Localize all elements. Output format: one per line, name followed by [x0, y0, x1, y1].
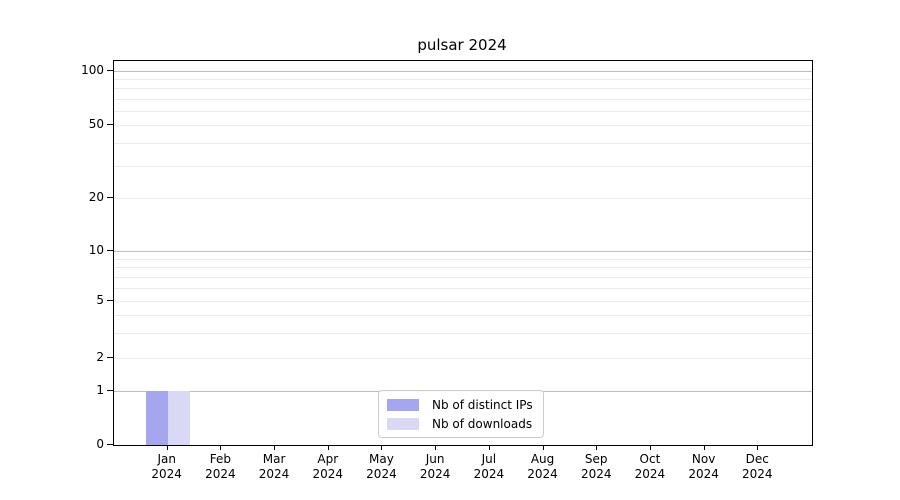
x-tick-year: 2024 [580, 467, 612, 481]
x-tick-label-mar: Mar 2024 [246, 452, 302, 482]
x-tick-month: Feb [209, 452, 231, 466]
x-tick-mark [757, 445, 759, 450]
x-tick-year: 2024 [312, 467, 344, 481]
x-tick-month: Oct [639, 452, 661, 466]
x-tick-mark [542, 445, 544, 450]
x-tick-label-oct: Oct 2024 [622, 452, 678, 482]
bars-layer [114, 61, 812, 445]
minor-gridline [114, 276, 812, 278]
x-tick-year: 2024 [419, 467, 451, 481]
minor-gridline [114, 98, 812, 100]
major-gridline [114, 71, 812, 72]
legend-label: Nb of downloads [432, 416, 533, 431]
major-gridline [114, 251, 812, 252]
x-tick-label-nov: Nov 2024 [676, 452, 732, 482]
bar-jan-series0 [145, 391, 168, 445]
legend-label: Nb of distinct IPs [432, 397, 533, 412]
x-tick-label-sep: Sep 2024 [568, 452, 624, 482]
x-tick-year: 2024 [205, 467, 236, 481]
minor-gridline [114, 198, 812, 199]
legend-item-downloads: Nb of downloads [387, 417, 535, 431]
x-tick-month: Apr [317, 452, 339, 466]
plot-area [113, 60, 813, 446]
y-tick-mark [107, 357, 113, 358]
bar-jan-series1 [167, 391, 190, 445]
x-tick-label-may: May 2024 [353, 452, 409, 482]
minor-gridline [114, 165, 812, 167]
legend: Nb of distinct IPs Nb of downloads [378, 390, 544, 438]
minor-gridline [114, 79, 812, 81]
minor-gridline [114, 142, 812, 144]
minor-gridline [114, 125, 812, 126]
x-tick-label-jun: Jun 2024 [407, 452, 463, 482]
x-tick-month: Sep [584, 452, 608, 466]
x-tick-month: May [369, 452, 394, 466]
y-tick-label: 1 [96, 383, 104, 397]
minor-gridline [114, 267, 812, 269]
minor-gridline [114, 358, 812, 359]
y-tick-label: 50 [88, 117, 104, 131]
x-tick-label-apr: Apr 2024 [300, 452, 356, 482]
x-tick-month: Dec [745, 452, 769, 466]
y-tick-label: 5 [96, 293, 104, 307]
x-tick-mark [381, 445, 383, 450]
x-tick-mark [220, 445, 222, 450]
y-tick-mark [107, 197, 113, 198]
y-tick-mark [107, 124, 113, 125]
x-tick-mark [488, 445, 490, 450]
x-tick-label-dec: Dec 2024 [729, 452, 785, 482]
x-tick-month: Aug [530, 452, 555, 466]
x-tick-year: 2024 [151, 467, 182, 481]
y-tick-label: 100 [81, 63, 104, 77]
y-tick-mark [107, 444, 113, 445]
x-tick-year: 2024 [742, 467, 773, 481]
x-tick-month: Jun [425, 452, 445, 466]
legend-swatch-downloads [387, 417, 419, 430]
x-tick-label-jul: Jul 2024 [461, 452, 517, 482]
x-tick-year: 2024 [473, 467, 505, 481]
minor-gridline [114, 110, 812, 112]
x-tick-mark [435, 445, 437, 450]
minor-gridline [114, 301, 812, 302]
x-tick-label-jan: Jan 2024 [139, 452, 195, 482]
minor-gridline [114, 332, 812, 334]
x-tick-year: 2024 [258, 467, 290, 481]
x-tick-label-feb: Feb 2024 [192, 452, 248, 482]
chart-title: pulsar 2024 [417, 36, 507, 54]
y-tick-label: 0 [96, 437, 104, 451]
x-tick-mark [327, 445, 329, 450]
x-tick-year: 2024 [527, 467, 558, 481]
y-tick-label: 20 [88, 190, 104, 204]
y-tick-mark [107, 70, 113, 71]
x-tick-month: Jul [481, 452, 497, 466]
x-tick-year: 2024 [366, 467, 397, 481]
legend-swatch-distinct-ips [387, 398, 419, 411]
minor-gridline [114, 258, 812, 260]
y-tick-mark [107, 390, 113, 391]
y-tick-label: 2 [96, 350, 104, 364]
x-tick-mark [166, 445, 168, 450]
y-tick-label: 10 [88, 243, 104, 257]
y-tick-mark [107, 300, 113, 301]
minor-gridline [114, 314, 812, 316]
x-tick-mark [596, 445, 598, 450]
legend-item-distinct-ips: Nb of distinct IPs [387, 398, 535, 412]
x-tick-label-aug: Aug 2024 [515, 452, 571, 482]
x-tick-year: 2024 [634, 467, 666, 481]
x-tick-month: Nov [691, 452, 716, 466]
x-tick-mark [274, 445, 276, 450]
x-tick-month: Jan [157, 452, 176, 466]
y-tick-mark [107, 250, 113, 251]
minor-gridline [114, 287, 812, 289]
x-tick-year: 2024 [688, 467, 719, 481]
minor-gridline [114, 88, 812, 90]
x-tick-month: Mar [262, 452, 286, 466]
x-tick-mark [649, 445, 651, 450]
x-tick-mark [703, 445, 705, 450]
